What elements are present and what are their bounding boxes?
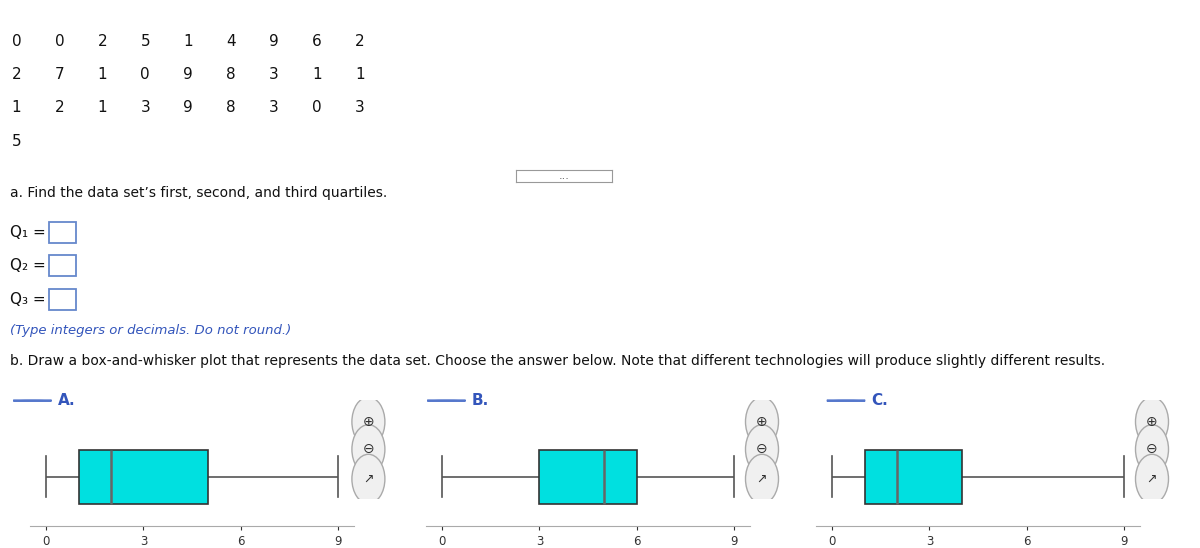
Text: 6: 6 [312, 34, 322, 49]
Text: 7: 7 [54, 67, 65, 82]
Text: 9: 9 [184, 100, 193, 115]
Text: 3: 3 [269, 67, 278, 82]
Text: 2: 2 [12, 67, 22, 82]
Text: 1: 1 [97, 100, 107, 115]
Text: 5: 5 [12, 134, 22, 149]
Text: 4: 4 [226, 34, 236, 49]
Bar [865, 449, 962, 504]
Text: b. Draw a box-and-whisker plot that represents the data set. Choose the answer b: b. Draw a box-and-whisker plot that repr… [10, 355, 1105, 368]
Bar [540, 449, 636, 504]
Text: ↗: ↗ [364, 472, 373, 486]
Text: ↗: ↗ [1147, 472, 1157, 486]
Text: C.: C. [871, 393, 888, 408]
Circle shape [352, 425, 385, 474]
Text: The data show the number of hours of television watched per day by a sample of 2: The data show the number of hours of tel… [10, 6, 908, 19]
Bar [79, 449, 209, 504]
Text: (Type integers or decimals. Do not round.): (Type integers or decimals. Do not round… [10, 324, 290, 336]
Text: ...: ... [558, 171, 570, 181]
FancyBboxPatch shape [48, 222, 76, 243]
Text: 1: 1 [184, 34, 193, 49]
Text: Q₂ =: Q₂ = [10, 258, 46, 273]
Text: 3: 3 [355, 100, 365, 115]
Text: ⊖: ⊖ [362, 442, 374, 456]
Text: 1: 1 [12, 100, 22, 115]
Text: ⊖: ⊖ [1146, 442, 1158, 456]
Circle shape [1135, 425, 1169, 474]
Circle shape [1135, 397, 1169, 447]
Circle shape [352, 397, 385, 447]
Text: a. Find the data set’s first, second, and third quartiles.: a. Find the data set’s first, second, an… [10, 186, 386, 200]
Circle shape [352, 454, 385, 504]
Text: 8: 8 [226, 67, 236, 82]
Text: 3: 3 [140, 100, 150, 115]
Text: 9: 9 [184, 67, 193, 82]
Text: 5: 5 [140, 34, 150, 49]
Text: B.: B. [472, 393, 488, 408]
Text: 0: 0 [312, 100, 322, 115]
Text: ⊖: ⊖ [756, 442, 768, 456]
Text: 1: 1 [312, 67, 322, 82]
Circle shape [1135, 454, 1169, 504]
Text: 9: 9 [269, 34, 278, 49]
Text: 2: 2 [54, 100, 65, 115]
Text: Q₁ =: Q₁ = [10, 225, 46, 240]
Text: 8: 8 [226, 100, 236, 115]
Text: 0: 0 [12, 34, 22, 49]
Text: ↗: ↗ [757, 472, 767, 486]
Text: 2: 2 [97, 34, 107, 49]
Text: 3: 3 [269, 100, 278, 115]
Text: Q₃ =: Q₃ = [10, 292, 46, 306]
Circle shape [745, 425, 779, 474]
FancyBboxPatch shape [48, 255, 76, 276]
Text: 1: 1 [355, 67, 365, 82]
Text: ⊕: ⊕ [1146, 415, 1158, 429]
Text: ⊕: ⊕ [362, 415, 374, 429]
Text: A.: A. [58, 393, 76, 408]
Text: 2: 2 [355, 34, 365, 49]
Text: 0: 0 [54, 34, 65, 49]
Text: ⊕: ⊕ [756, 415, 768, 429]
Circle shape [745, 397, 779, 447]
FancyBboxPatch shape [48, 289, 76, 310]
Text: 1: 1 [97, 67, 107, 82]
Text: 0: 0 [140, 67, 150, 82]
Circle shape [745, 454, 779, 504]
